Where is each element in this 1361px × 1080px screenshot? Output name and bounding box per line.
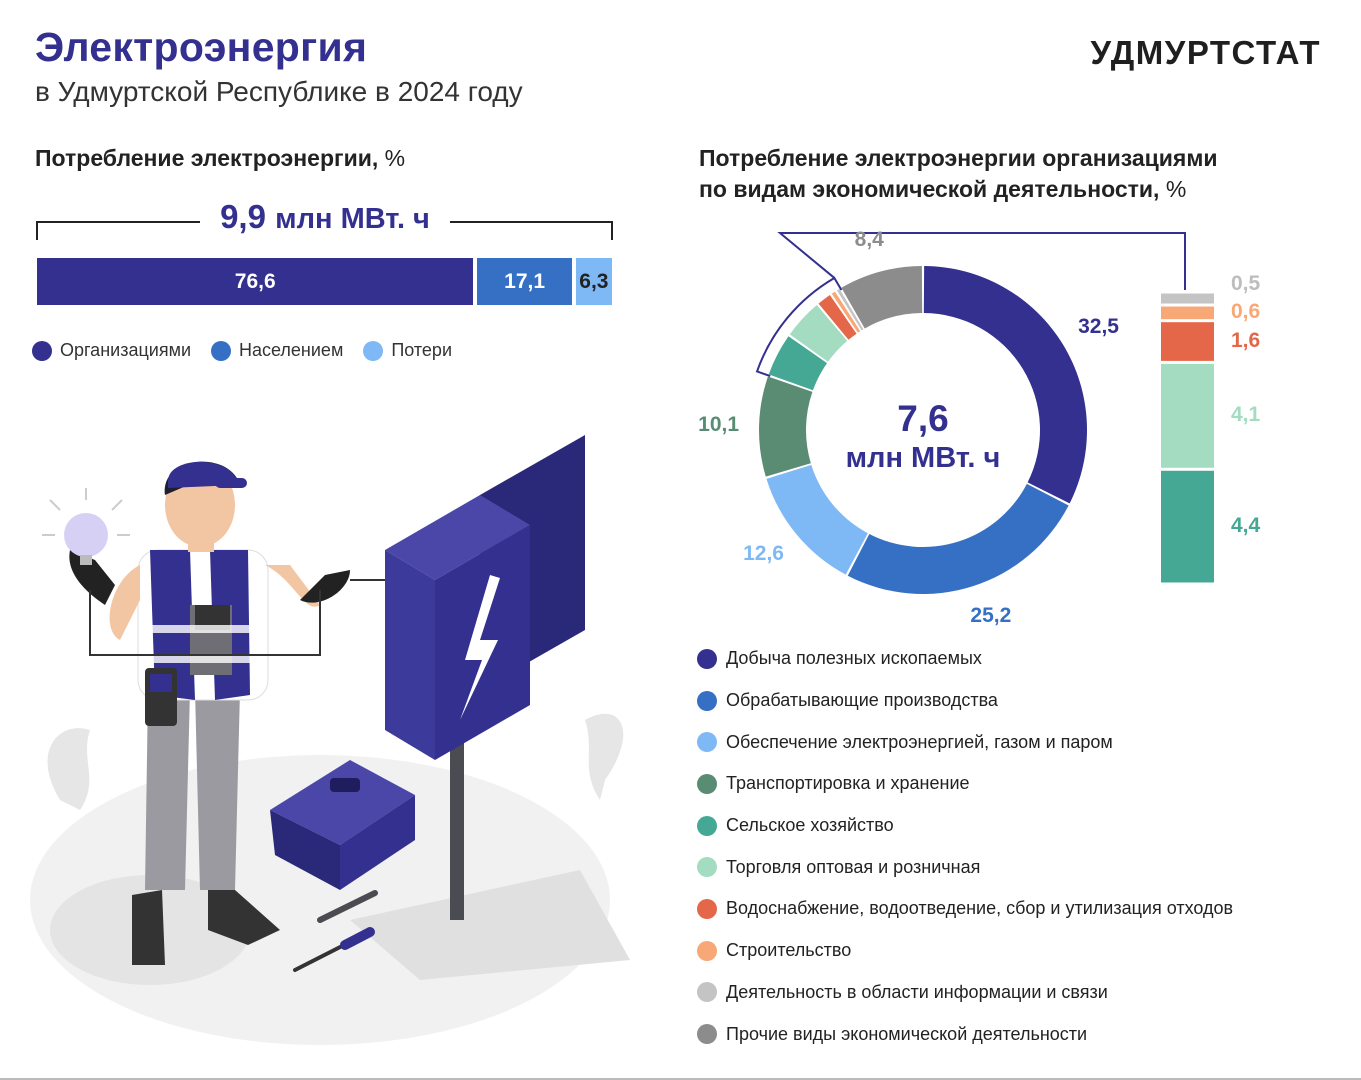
bar-total-value: 9,9	[220, 198, 266, 235]
donut-legend-item: Сельское хозяйство	[697, 805, 1233, 847]
legend-text: Деятельность в области информации и связ…	[726, 981, 1108, 1002]
legend-text: Водоснабжение, водоотведение, сбор и ути…	[726, 898, 1234, 919]
column-segment-5	[1161, 363, 1214, 468]
donut-slice-6	[818, 295, 857, 340]
legend-dot	[697, 773, 717, 794]
legend-dot	[32, 340, 52, 361]
donut-slice-5	[789, 305, 848, 362]
slice-label-0: 32,5	[1078, 314, 1119, 338]
page-subtitle: в Удмуртской Республике в 2024 году	[35, 76, 523, 107]
donut-slice-0	[923, 266, 1087, 504]
donut-center-value: 7,6	[897, 398, 949, 439]
legend-text: Потери	[391, 340, 452, 360]
donut-chart-title: Потребление электроэнергии организациями…	[699, 143, 1218, 205]
slice-label-3: 10,1	[698, 412, 740, 436]
electrician-illustration	[30, 435, 630, 1045]
bar-segment-label: 6,3	[579, 269, 609, 293]
stacked-bar: 76,6 17,1 6,3	[37, 258, 612, 305]
slice-label-9: 8,4	[854, 227, 884, 251]
legend-text: Организациями	[60, 340, 191, 360]
slice-label-8: 0,5	[1231, 271, 1261, 295]
legend-dot	[697, 857, 717, 878]
bar-segment-1: 17,1	[477, 258, 572, 305]
donut-slice-9	[841, 266, 923, 329]
donut-slice-7	[831, 291, 861, 333]
donut-slice-3	[759, 376, 813, 477]
bar-chart-title-text: Потребление электроэнергии,	[35, 145, 379, 171]
legend-dot	[363, 340, 384, 361]
donut-legend-item: Добыча полезных ископаемых	[697, 638, 1233, 680]
donut-legend-item: Строительство	[697, 930, 1233, 972]
legend-dot	[697, 982, 717, 1003]
donut-slice-2	[766, 464, 868, 575]
legend-dot	[211, 340, 231, 361]
slice-label-6: 1,6	[1231, 328, 1261, 352]
donut-slice-8	[836, 288, 864, 331]
legend-text: Обеспечение электроэнергией, газом и пар…	[726, 731, 1113, 752]
bar-segment-label: 76,6	[234, 269, 276, 293]
donut-bracket	[755, 276, 843, 378]
legend-text: Обрабатывающие производства	[726, 690, 998, 711]
bar-chart-title: Потребление электроэнергии, %	[35, 143, 405, 174]
legend-text: Торговля оптовая и розничная	[726, 856, 981, 877]
bar-segment-label: 17,1	[504, 269, 546, 293]
donut-slice-1	[847, 483, 1069, 594]
donut-legend: Добыча полезных ископаемых Обрабатывающие…	[697, 638, 1233, 1055]
bar-legend-item: Потери	[363, 340, 452, 361]
legend-text: Населением	[239, 340, 344, 360]
slice-label-2: 12,6	[743, 541, 784, 565]
bar-chart-unit: %	[384, 145, 406, 171]
bar-total-unit: млн МВт. ч	[275, 203, 430, 235]
slice-label-4: 4,4	[1231, 513, 1261, 537]
donut-legend-item: Прочие виды экономической деятельности	[697, 1013, 1233, 1055]
bar-segment-2: 6,3	[575, 258, 612, 305]
column-segment-7	[1161, 306, 1214, 320]
legend-dot	[697, 815, 717, 836]
donut-legend-item: Транспортировка и хранение	[697, 763, 1233, 805]
brand-logo: УДМУРТСТАТ	[1090, 34, 1321, 71]
donut-legend-item: Обеспечение электроэнергией, газом и пар…	[697, 721, 1233, 763]
donut-legend-item: Деятельность в области информации и связ…	[697, 972, 1233, 1014]
legend-dot	[697, 898, 717, 919]
footer-divider	[0, 1078, 1361, 1080]
bar-segment-0: 76,6	[37, 258, 474, 305]
bar-legend-item: Организациями	[32, 340, 191, 361]
bar-legend: Организациями Населением Потери	[32, 340, 452, 361]
legend-text: Транспортировка и хранение	[726, 773, 970, 794]
legend-text: Добыча полезных ископаемых	[726, 648, 982, 669]
bar-total-label: 9,9 млн МВт. ч	[200, 198, 450, 236]
slice-label-7: 0,6	[1231, 299, 1261, 323]
column-segment-6	[1161, 322, 1214, 361]
legend-text: Строительство	[726, 940, 852, 961]
legend-dot	[697, 1024, 717, 1045]
legend-text: Прочие виды экономической деятельности	[726, 1023, 1088, 1044]
legend-dot	[697, 940, 717, 961]
column-segment-4	[1161, 470, 1214, 583]
donut-legend-item: Обрабатывающие производства	[697, 680, 1233, 722]
donut-legend-item: Торговля оптовая и розничная	[697, 846, 1233, 888]
donut-center-unit: млн МВт. ч	[845, 442, 1001, 474]
column-segment-8	[1161, 293, 1214, 304]
legend-dot	[697, 690, 717, 711]
slice-label-1: 25,2	[970, 603, 1012, 627]
donut-title-line2: по видам экономической деятельности,	[699, 176, 1160, 202]
donut-legend-item: Водоснабжение, водоотведение, сбор и ути…	[697, 888, 1233, 930]
legend-text: Сельское хозяйство	[726, 815, 894, 836]
legend-dot	[697, 732, 717, 753]
slice-label-5: 4,1	[1231, 402, 1261, 426]
page-title: Электроэнергия	[35, 24, 368, 70]
bracket-connector	[777, 232, 1186, 290]
donut-title-line1: Потребление электроэнергии организациями	[699, 145, 1218, 171]
legend-dot	[697, 648, 717, 669]
bar-legend-item: Населением	[211, 340, 343, 361]
donut-slice-4	[768, 336, 828, 391]
donut-title-line2-wrap: по видам экономической деятельности, %	[699, 174, 1218, 205]
donut-unit: %	[1165, 176, 1187, 202]
